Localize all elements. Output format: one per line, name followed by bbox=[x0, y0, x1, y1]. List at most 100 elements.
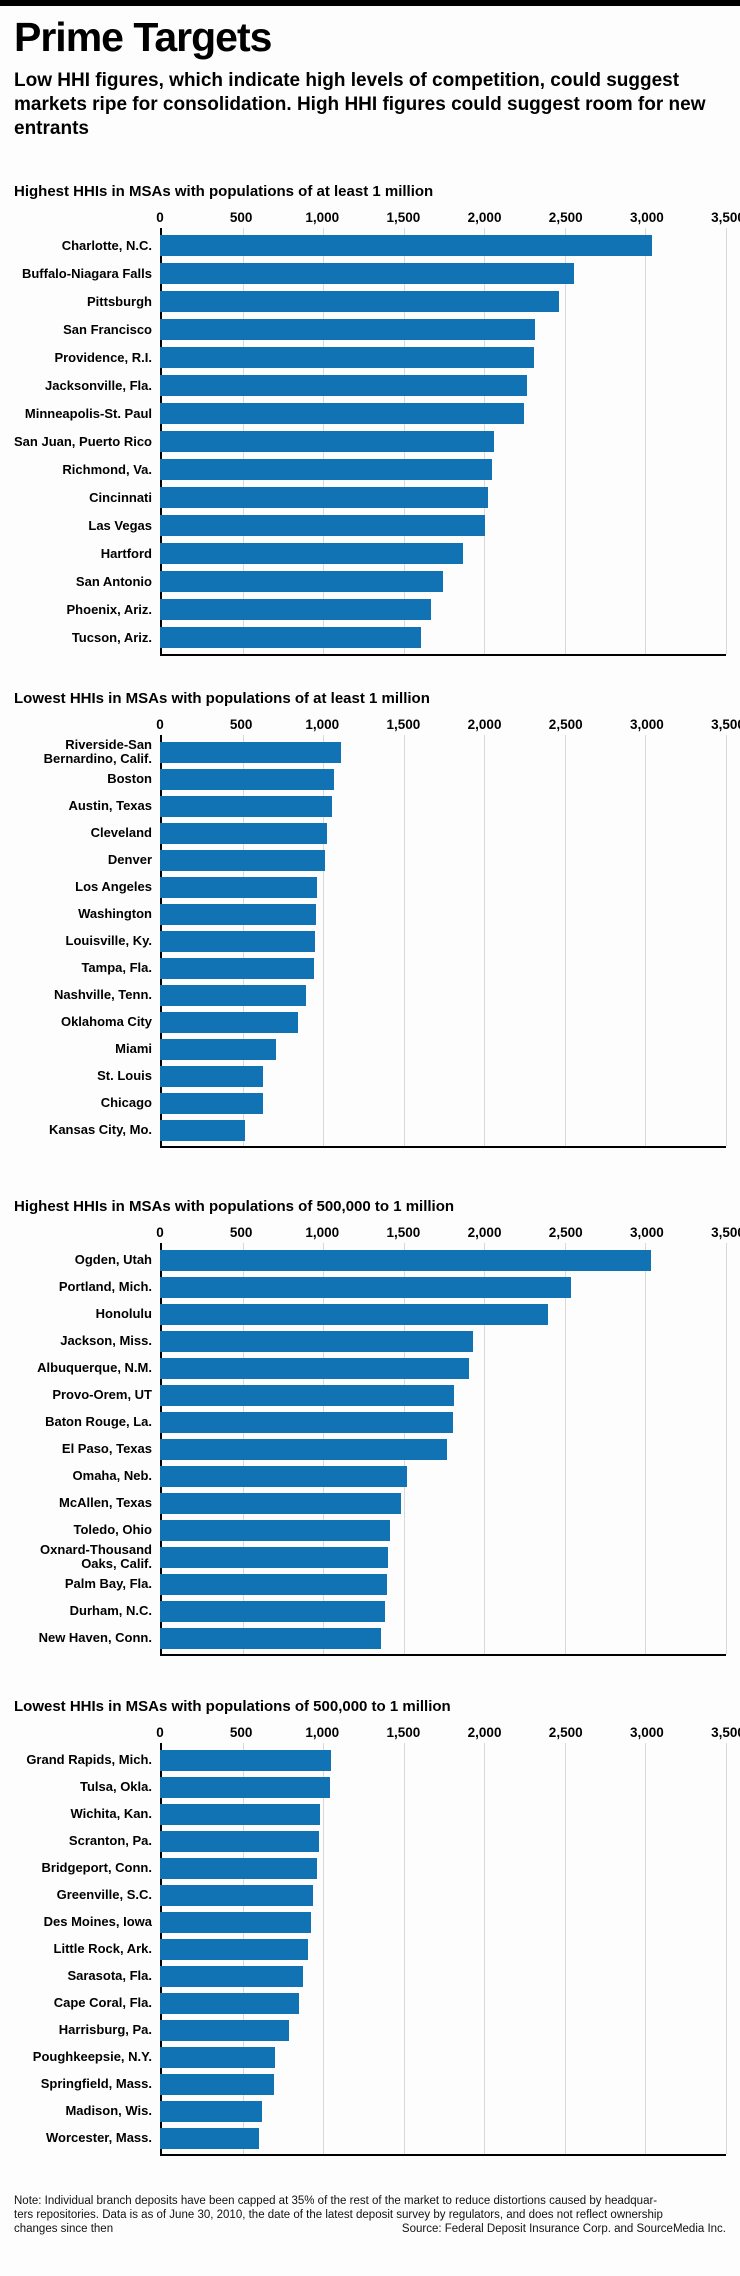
x-axis-tick-label: 1,000 bbox=[305, 209, 340, 225]
category-label: Honolulu bbox=[95, 1306, 152, 1322]
gridline bbox=[645, 734, 647, 1146]
bar-row: Jacksonville, Fla. bbox=[12, 372, 728, 400]
category-label: Riverside-San Bernardino, Calif. bbox=[43, 737, 152, 767]
bar-row: Washington bbox=[12, 901, 728, 928]
bar bbox=[160, 1092, 263, 1114]
plot-area: Ogden, Utah Portland, Mich. Honolulu Jackso… bbox=[12, 1242, 728, 1656]
bar-cell bbox=[160, 1627, 726, 1649]
bar-cell bbox=[160, 1011, 726, 1033]
bar bbox=[160, 1600, 385, 1622]
gridline bbox=[564, 227, 566, 654]
bar-row: Des Moines, Iowa bbox=[12, 1909, 728, 1936]
category-label: Tulsa, Okla. bbox=[79, 1779, 152, 1795]
bar-row: Durham, N.C. bbox=[12, 1598, 728, 1625]
bar-row: Minneapolis-St. Paul bbox=[12, 400, 728, 428]
category-label: Pittsburgh bbox=[87, 293, 152, 309]
bar-rows: Ogden, Utah Portland, Mich. Honolulu Jackso… bbox=[12, 1243, 728, 1656]
chart-title: Highest HHIs in MSAs with populations of… bbox=[14, 182, 434, 200]
bar-row: Poughkeepsie, N.Y. bbox=[12, 2044, 728, 2071]
bar-row: Chicago bbox=[12, 1090, 728, 1117]
bar bbox=[160, 543, 464, 565]
bar-cell bbox=[160, 1803, 726, 1825]
category-label: Ogden, Utah bbox=[74, 1252, 152, 1268]
bar-row: Hartford bbox=[12, 540, 728, 568]
category-label: Minneapolis-St. Paul bbox=[24, 405, 152, 421]
category-label: Albuquerque, N.M. bbox=[37, 1360, 152, 1376]
bar-chart: 0 500 1,000 1,500 2,000 2,500 3,000 3,500 River… bbox=[12, 716, 740, 1148]
bar bbox=[160, 2019, 290, 2041]
bar-row: Springfield, Mass. bbox=[12, 2071, 728, 2098]
bar bbox=[160, 1884, 313, 1906]
bar-cell bbox=[160, 1857, 726, 1879]
bar-cell bbox=[160, 291, 726, 313]
bar-row: Honolulu bbox=[12, 1301, 728, 1328]
x-axis-tick-label: 2,000 bbox=[467, 209, 502, 225]
bar bbox=[160, 571, 443, 593]
bar-cell bbox=[160, 795, 726, 817]
bar-row: Little Rock, Ark. bbox=[12, 1936, 728, 1963]
bar-row: Pittsburgh bbox=[12, 288, 728, 316]
category-label: Los Angeles bbox=[75, 879, 152, 895]
x-axis-tick-labels: 0 500 1,000 1,500 2,000 2,500 3,000 3,500 bbox=[156, 209, 740, 228]
category-label: Cincinnati bbox=[89, 489, 152, 505]
bar-row: New Haven, Conn. bbox=[12, 1625, 728, 1652]
gridline bbox=[564, 734, 566, 1146]
bar-row: San Juan, Puerto Rico bbox=[12, 428, 728, 456]
page-title: Prime Targets bbox=[14, 14, 272, 60]
bar-cell bbox=[160, 984, 726, 1006]
category-label: Greenville, S.C. bbox=[56, 1887, 152, 1903]
bar-cell bbox=[160, 235, 726, 257]
category-label: Poughkeepsie, N.Y. bbox=[32, 2049, 152, 2065]
category-label: St. Louis bbox=[97, 1068, 152, 1084]
bar-cell bbox=[160, 1600, 726, 1622]
x-axis-tick-label: 0 bbox=[156, 1224, 164, 1240]
bar bbox=[160, 1357, 469, 1379]
bar-cell bbox=[160, 571, 726, 593]
x-axis-tick-label: 2,500 bbox=[548, 209, 583, 225]
category-label: Wichita, Kan. bbox=[70, 1806, 152, 1822]
bar bbox=[160, 984, 307, 1006]
category-label: San Juan, Puerto Rico bbox=[14, 433, 152, 449]
gridline bbox=[323, 734, 325, 1146]
bar bbox=[160, 347, 534, 369]
bar-row: Baton Rouge, La. bbox=[12, 1409, 728, 1436]
bar-row: Portland, Mich. bbox=[12, 1274, 728, 1301]
bar-cell bbox=[160, 1249, 726, 1271]
chart-title: Highest HHIs in MSAs with populations of… bbox=[14, 1197, 455, 1215]
bar bbox=[160, 903, 317, 925]
bar-cell bbox=[160, 515, 726, 537]
category-label: Louisville, Ky. bbox=[65, 933, 152, 949]
bar-row: Richmond, Va. bbox=[12, 456, 728, 484]
chart-section-highest-hhi-1m: Highest HHIs in MSAs with populations of… bbox=[12, 182, 740, 656]
chart-section-lowest-hhi-1m: Lowest HHIs in MSAs with populations of … bbox=[12, 690, 740, 1148]
category-label: Providence, R.I. bbox=[54, 349, 152, 365]
bar-row: Sarasota, Fla. bbox=[12, 1963, 728, 1990]
bar-cell bbox=[160, 627, 726, 649]
bar bbox=[160, 1803, 321, 1825]
gridline bbox=[564, 1742, 566, 2154]
x-axis-tick-label: 1,000 bbox=[305, 1724, 340, 1740]
bar-row: San Francisco bbox=[12, 316, 728, 344]
bar-row: Madison, Wis. bbox=[12, 2098, 728, 2125]
bar-cell bbox=[160, 1911, 726, 1933]
x-axis-tick-label: 3,500 bbox=[711, 716, 740, 732]
bar-row: San Antonio bbox=[12, 568, 728, 596]
bar-rows: Riverside-San Bernardino, Calif. Boston Au… bbox=[12, 735, 728, 1148]
x-axis-tick-labels: 0 500 1,000 1,500 2,000 2,500 3,000 3,500 bbox=[156, 1724, 740, 1743]
x-axis-tick-label: 2,000 bbox=[467, 716, 502, 732]
footnote-note-line: Note: Individual branch deposits have be… bbox=[14, 2194, 658, 2207]
bar-row: Cape Coral, Fla. bbox=[12, 1990, 728, 2017]
bar-cell bbox=[160, 347, 726, 369]
bar bbox=[160, 1573, 388, 1595]
bar-cell bbox=[160, 1357, 726, 1379]
bar-row: McAllen, Texas bbox=[12, 1490, 728, 1517]
category-label: Grand Rapids, Mich. bbox=[26, 1752, 152, 1768]
x-axis-tick-label: 3,500 bbox=[711, 1224, 740, 1240]
bar-row: Harrisburg, Pa. bbox=[12, 2017, 728, 2044]
bar-cell bbox=[160, 1038, 726, 1060]
bar-cell bbox=[160, 543, 726, 565]
chart-section-lowest-hhi-500k: Lowest HHIs in MSAs with populations of … bbox=[12, 1698, 740, 2156]
category-label: Cape Coral, Fla. bbox=[53, 1995, 152, 2011]
bar-cell bbox=[160, 2073, 726, 2095]
bar-row: Denver bbox=[12, 847, 728, 874]
